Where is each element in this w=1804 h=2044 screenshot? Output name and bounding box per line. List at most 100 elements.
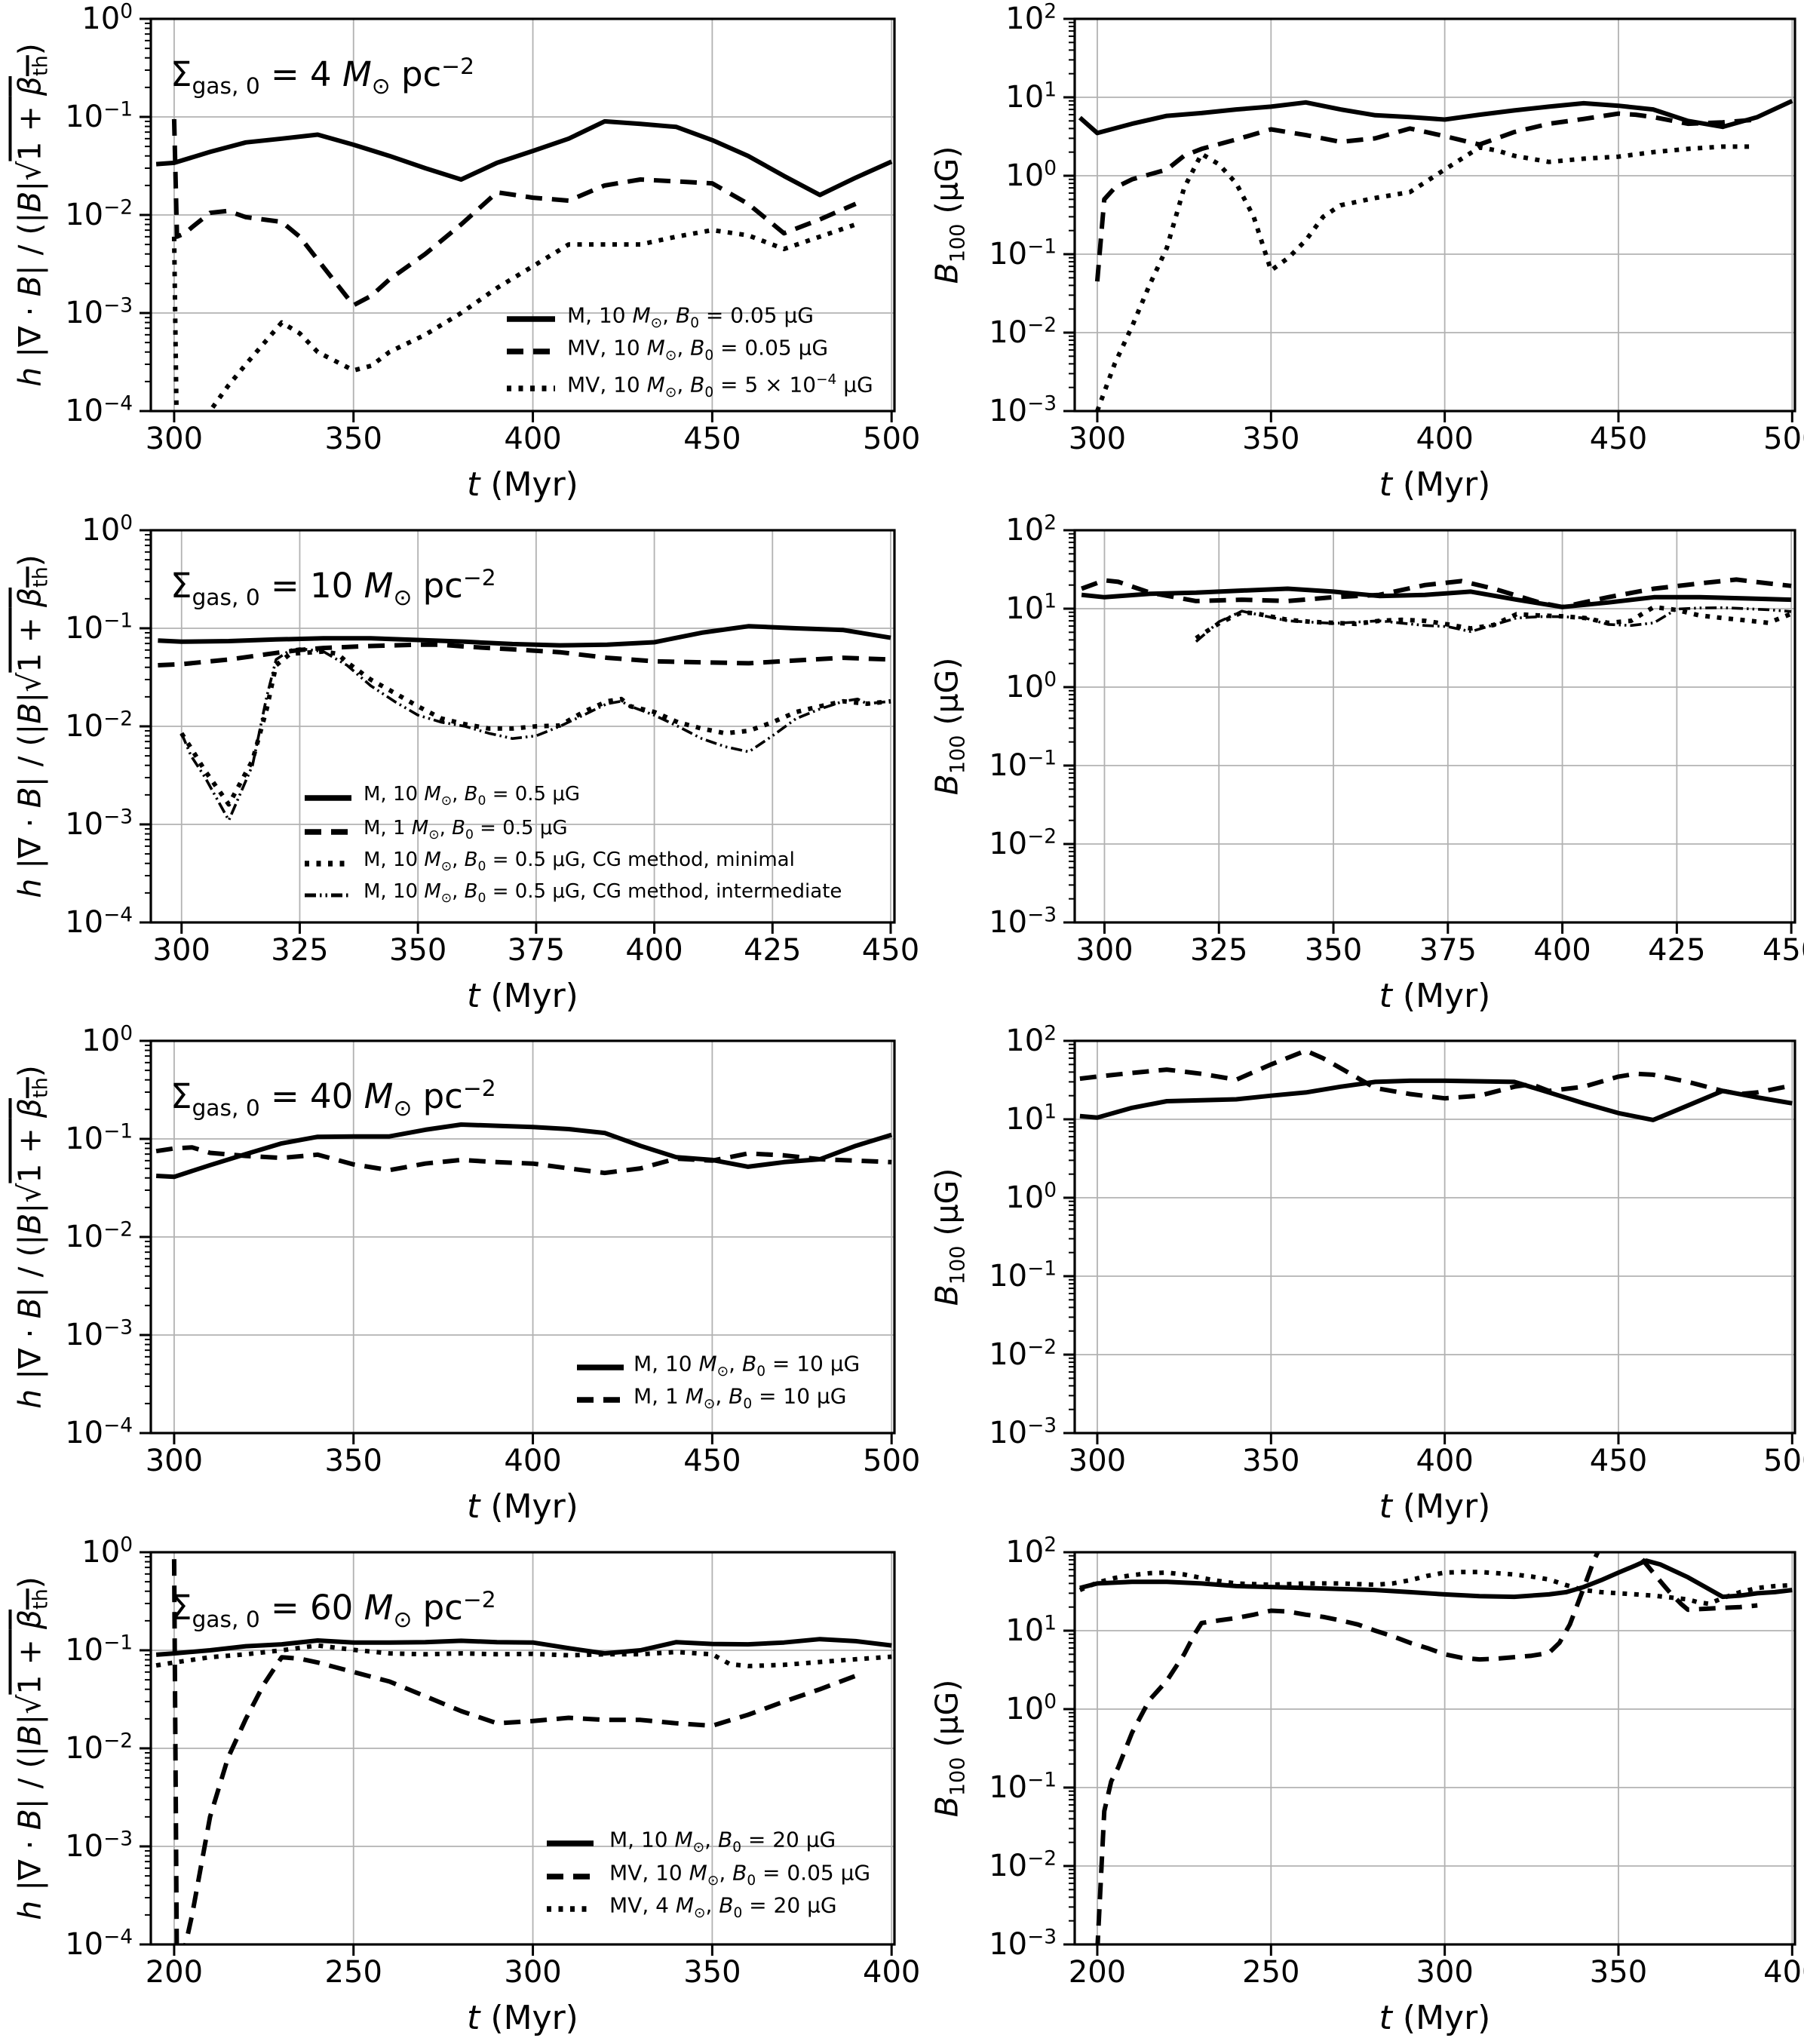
subplot-sigma40-divb: 100 10−1 10−2 10−3 10−4 300 350 400 450 500 t (Myr… bbox=[0, 1021, 921, 1533]
y-tick-label: 10−1 bbox=[65, 609, 133, 646]
panel-title: Σgas, 0 = 40 M⊙ pc−2 bbox=[170, 1076, 496, 1122]
series-solid bbox=[1079, 1558, 1793, 1600]
chart-canvas bbox=[140, 17, 896, 422]
y-axis-label: h |∇ · B| / (|B|√1 + βth) bbox=[11, 43, 53, 387]
chart-canvas bbox=[140, 1039, 896, 1444]
y-tick-label: 102 bbox=[1005, 511, 1057, 548]
y-tick-label: 101 bbox=[1005, 589, 1057, 626]
y-tick-label: 10−1 bbox=[989, 235, 1057, 272]
chart-canvas bbox=[1063, 17, 1796, 422]
axes-spines bbox=[1073, 17, 1796, 413]
chart-canvas bbox=[140, 1551, 896, 1956]
series-solid bbox=[155, 118, 893, 198]
y-tick-label: 10−2 bbox=[989, 313, 1057, 350]
x-tick-label: 400 bbox=[1416, 1444, 1474, 1478]
series-dashed bbox=[1094, 111, 1758, 282]
y-tick-label: 10−3 bbox=[65, 805, 133, 842]
y-axis-label: B100 (μG) bbox=[928, 1679, 970, 1818]
y-tick-label: 10−2 bbox=[989, 1846, 1057, 1883]
axes-spines bbox=[1073, 1039, 1796, 1435]
y-tick-label: 10−1 bbox=[65, 1119, 133, 1156]
legend-entry-label: MV, 10 M⊙, B0 = 0.05 μG bbox=[567, 335, 829, 364]
subplot-sigma4-b100: 102 101 100 10−1 10−2 10−3 300 350 400 450 500 t (M… bbox=[902, 0, 1804, 511]
legend-entry-label: M, 10 M⊙, B0 = 0.5 μG bbox=[364, 783, 581, 809]
y-tick-label: 102 bbox=[1005, 0, 1057, 36]
x-tick-label: 400 bbox=[1533, 933, 1591, 968]
x-tick-label: 450 bbox=[1589, 422, 1648, 456]
series-dotted bbox=[179, 649, 891, 807]
x-axis-label: t (Myr) bbox=[1379, 1999, 1491, 2037]
y-tick-label: 10−4 bbox=[65, 903, 133, 940]
y-axis-label: h |∇ · B| / (|B|√1 + βth) bbox=[11, 1576, 53, 1920]
x-tick-label: 350 bbox=[324, 422, 382, 456]
x-tick-label: 500 bbox=[863, 1444, 921, 1478]
x-tick-label: 300 bbox=[145, 422, 204, 456]
y-axis-label: h |∇ · B| / (|B|√1 + βth) bbox=[11, 554, 53, 898]
legend-entry-label: M, 10 M⊙, B0 = 0.05 μG bbox=[567, 302, 814, 332]
y-tick-label: 100 bbox=[81, 1021, 133, 1058]
x-axis-label: t (Myr) bbox=[467, 1999, 578, 2037]
y-tick-label: 102 bbox=[1005, 1021, 1057, 1058]
y-tick-label: 10−3 bbox=[989, 1925, 1057, 1962]
series-dashdotdot bbox=[1195, 606, 1792, 643]
series-solid bbox=[155, 1637, 892, 1657]
y-tick-label: 10−3 bbox=[989, 391, 1057, 428]
x-tick-label: 450 bbox=[1762, 933, 1804, 968]
series-dashed bbox=[1081, 577, 1792, 609]
x-tick-label: 450 bbox=[683, 422, 741, 456]
x-tick-label: 350 bbox=[388, 933, 447, 968]
y-tick-label: 10−4 bbox=[65, 391, 133, 428]
panel-title: Σgas, 0 = 60 M⊙ pc−2 bbox=[170, 1587, 496, 1633]
x-tick-label: 250 bbox=[1242, 1955, 1300, 1990]
series-dotted bbox=[1078, 1570, 1793, 1607]
y-tick-label: 10−3 bbox=[989, 903, 1057, 940]
y-axis-label: B100 (μG) bbox=[928, 146, 970, 284]
y-tick-label: 102 bbox=[1005, 1533, 1057, 1570]
y-tick-label: 10−1 bbox=[989, 1257, 1057, 1294]
x-tick-label: 300 bbox=[1416, 1955, 1474, 1990]
legend-entry-label: M, 1 M⊙, B0 = 10 μG bbox=[634, 1383, 847, 1413]
x-tick-label: 325 bbox=[1190, 933, 1248, 968]
x-tick-label: 300 bbox=[1068, 422, 1127, 456]
legend-entry-label: MV, 4 M⊙, B0 = 20 μG bbox=[609, 1892, 837, 1922]
legend-entry-label: M, 10 M⊙, B0 = 0.5 μG, CG method, minima… bbox=[364, 849, 795, 875]
subplot-sigma60-b100: 102 101 100 10−1 10−2 10−3 200 250 300 350 400 t (M… bbox=[902, 1533, 1804, 2044]
chart-canvas bbox=[1063, 1039, 1796, 1444]
y-tick-label: 10−1 bbox=[989, 1768, 1057, 1805]
chart-canvas bbox=[140, 529, 896, 934]
y-tick-label: 100 bbox=[1005, 668, 1057, 704]
x-tick-label: 300 bbox=[504, 1955, 562, 1990]
series-dashed bbox=[1079, 1048, 1793, 1101]
x-tick-label: 400 bbox=[625, 933, 683, 968]
series-dotted bbox=[155, 1643, 892, 1668]
y-axis-label: h |∇ · B| / (|B|√1 + βth) bbox=[11, 1065, 53, 1409]
axes-spines bbox=[1073, 1551, 1796, 1946]
y-tick-label: 10−4 bbox=[65, 1413, 133, 1450]
x-tick-label: 250 bbox=[324, 1955, 382, 1990]
y-tick-label: 10−2 bbox=[989, 1335, 1057, 1372]
y-tick-label: 10−2 bbox=[65, 195, 133, 232]
y-tick-label: 100 bbox=[1005, 1690, 1057, 1726]
x-tick-label: 450 bbox=[683, 1444, 741, 1478]
chart-canvas bbox=[1063, 529, 1796, 934]
y-tick-label: 10−3 bbox=[65, 1827, 133, 1864]
y-tick-label: 10−2 bbox=[65, 1217, 133, 1254]
x-axis-label: t (Myr) bbox=[1379, 465, 1491, 504]
series-dashed bbox=[158, 642, 891, 668]
y-axis-label: B100 (μG) bbox=[928, 1168, 970, 1306]
x-tick-label: 500 bbox=[863, 422, 921, 456]
x-tick-label: 400 bbox=[1416, 422, 1474, 456]
chart-canvas bbox=[1063, 1551, 1796, 1956]
legend-entry-label: M, 1 M⊙, B0 = 0.5 μG bbox=[364, 817, 568, 843]
x-tick-label: 400 bbox=[863, 1955, 921, 1990]
y-tick-label: 10−3 bbox=[65, 293, 133, 330]
y-tick-label: 101 bbox=[1005, 1611, 1057, 1648]
x-tick-label: 425 bbox=[1648, 933, 1706, 968]
x-tick-label: 300 bbox=[1068, 1444, 1127, 1478]
x-tick-label: 300 bbox=[145, 1444, 204, 1478]
y-axis-label: B100 (μG) bbox=[928, 657, 970, 796]
y-tick-label: 10−3 bbox=[989, 1413, 1057, 1450]
y-tick-label: 10−1 bbox=[989, 746, 1057, 783]
legend-entry-label: MV, 10 M⊙, B0 = 5 × 10−4 μG bbox=[567, 372, 873, 401]
x-tick-label: 375 bbox=[507, 933, 566, 968]
